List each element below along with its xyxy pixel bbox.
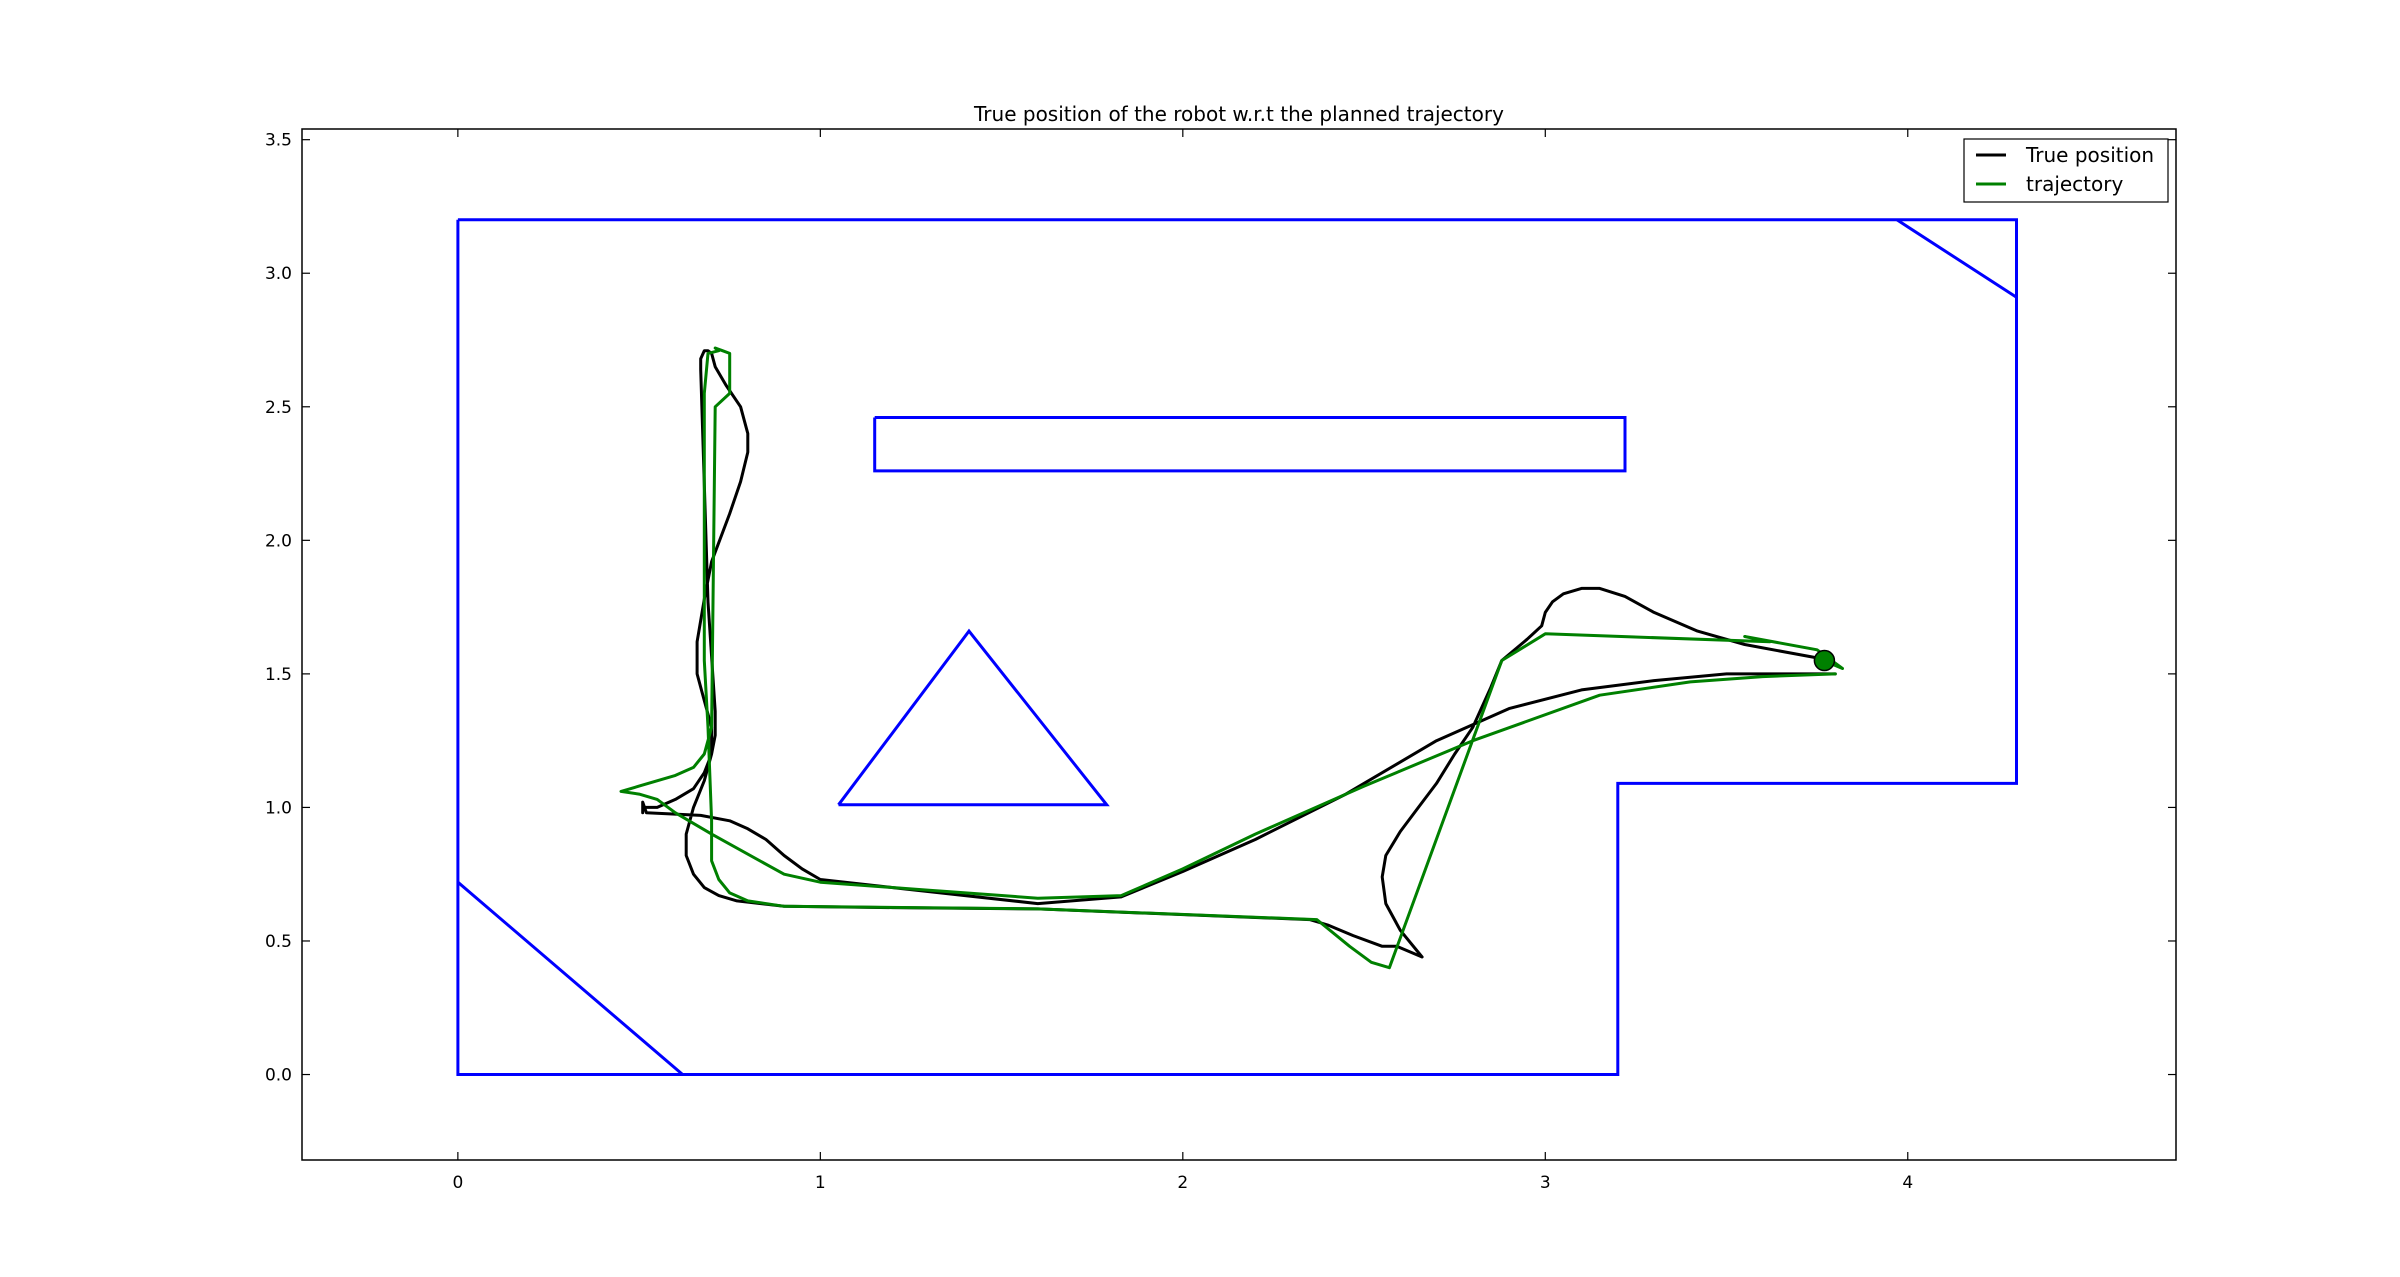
x-tick-label: 4 (1902, 1173, 1913, 1193)
plot-area (456, 218, 2018, 1076)
plot-frame (301, 128, 2177, 1161)
robot-marker (1813, 649, 1836, 672)
axis-ticks: 0 1 2 3 4 0.0 0.5 1.0 1.5 2.0 2.5 3.0 3.5 (265, 129, 2176, 1193)
y-tick-label: 2.5 (265, 398, 292, 418)
y-tick-label: 1.0 (265, 798, 292, 818)
legend-label-true-position: True position (2025, 143, 2154, 167)
chart-title: True position of the robot w.r.t the pla… (973, 102, 1504, 126)
legend-label-trajectory: trajectory (2026, 172, 2123, 196)
y-tick-label: 2.0 (265, 531, 292, 551)
series-line-trajectory (619, 346, 1844, 970)
y-tick-label: 1.5 (265, 665, 292, 685)
y-tick-label: 0.0 (265, 1066, 292, 1086)
legend: True position trajectory (1963, 138, 2169, 203)
obstacle-corner-1 (456, 881, 684, 1076)
y-tick-label: 3.0 (265, 264, 292, 284)
obstacle-triangle-4 (837, 628, 1110, 807)
obstacle-boundary-0 (456, 218, 2018, 1076)
x-tick-label: 2 (1177, 1173, 1188, 1193)
y-tick-label: 3.5 (265, 131, 292, 151)
x-tick-label: 1 (815, 1173, 826, 1193)
obstacle-rectangle-3 (873, 416, 1627, 473)
y-tick-label: 0.5 (265, 932, 292, 952)
legend-box (1963, 138, 2169, 203)
x-tick-label: 0 (452, 1173, 463, 1193)
obstacle-corner-2 (1896, 218, 2018, 299)
x-tick-label: 3 (1540, 1173, 1551, 1193)
